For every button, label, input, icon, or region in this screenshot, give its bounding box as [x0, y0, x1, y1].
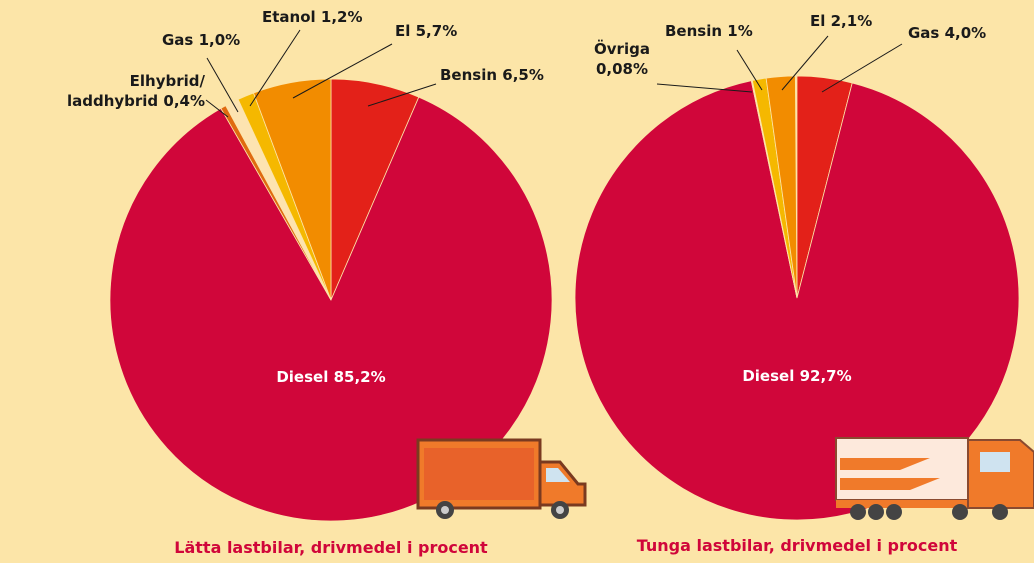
- slice-value: 92,7%: [800, 367, 852, 385]
- slice-label: El 2,1%: [810, 12, 872, 30]
- slice-name: Diesel: [276, 368, 328, 386]
- leader-line: [367, 83, 437, 107]
- slice-value: 1,2%: [321, 8, 363, 26]
- slice-label: Bensin 6,5%: [440, 66, 544, 84]
- slice-name: Diesel: [742, 367, 794, 385]
- leader-line: [821, 43, 903, 93]
- slice-name: Bensin: [440, 66, 497, 84]
- slice-label: Etanol 1,2%: [262, 8, 363, 26]
- slice-label: Gas 4,0%: [908, 24, 986, 42]
- slice-name: El: [395, 22, 410, 40]
- pie-slice: [574, 80, 1020, 521]
- slice-value: 6,5%: [502, 66, 544, 84]
- pies: Bensin 6,5% Diesel 85,2% Elhybrid/laddhybr…: [67, 8, 1020, 522]
- leader-line: [249, 29, 301, 107]
- slice-label: Diesel 85,2%: [276, 368, 385, 386]
- pie-slice: [109, 96, 553, 522]
- slice-name: Elhybrid/: [130, 72, 206, 90]
- slice-label: Gas 1,0%: [162, 31, 240, 49]
- slice-name: Etanol: [262, 8, 316, 26]
- pie-slice: [765, 75, 798, 299]
- pie-slice: [253, 78, 332, 301]
- chart-title: Lätta lastbilar, drivmedel i procent: [174, 538, 488, 557]
- light-truck-icon: [416, 438, 587, 519]
- slice-value: 1,0%: [199, 31, 241, 49]
- leader-line: [736, 49, 763, 91]
- slice-value: 1%: [727, 22, 752, 40]
- heavy-truck-icon: [835, 437, 1034, 520]
- slice-value: 85,2%: [334, 368, 386, 386]
- slice-label: Bensin 1%: [665, 22, 753, 40]
- slice-name: Övriga: [594, 39, 650, 58]
- leader-line: [656, 83, 753, 93]
- leader-line: [206, 57, 239, 113]
- slice-label: Diesel 92,7%: [742, 367, 851, 385]
- slice-label: El 5,7%: [395, 22, 457, 40]
- slice-value: 0,08%: [596, 60, 648, 78]
- slice-label: Övriga 0,08%: [594, 39, 650, 78]
- slice-value: 5,7%: [416, 22, 458, 40]
- leader-line: [781, 35, 829, 91]
- slice-name: El: [810, 12, 825, 30]
- slice-name: Gas: [908, 24, 939, 42]
- slice-value: 4,0%: [945, 24, 987, 42]
- slice-name: Gas: [162, 31, 193, 49]
- slice-label: Elhybrid/laddhybrid 0,4%: [67, 72, 206, 110]
- leader-line: [292, 43, 393, 99]
- slice-value: 2,1%: [831, 12, 873, 30]
- slice-value: laddhybrid 0,4%: [67, 92, 205, 110]
- chart-title: Tunga lastbilar, drivmedel i procent: [637, 536, 958, 555]
- leader-line: [205, 99, 229, 118]
- slice-name: Bensin: [665, 22, 722, 40]
